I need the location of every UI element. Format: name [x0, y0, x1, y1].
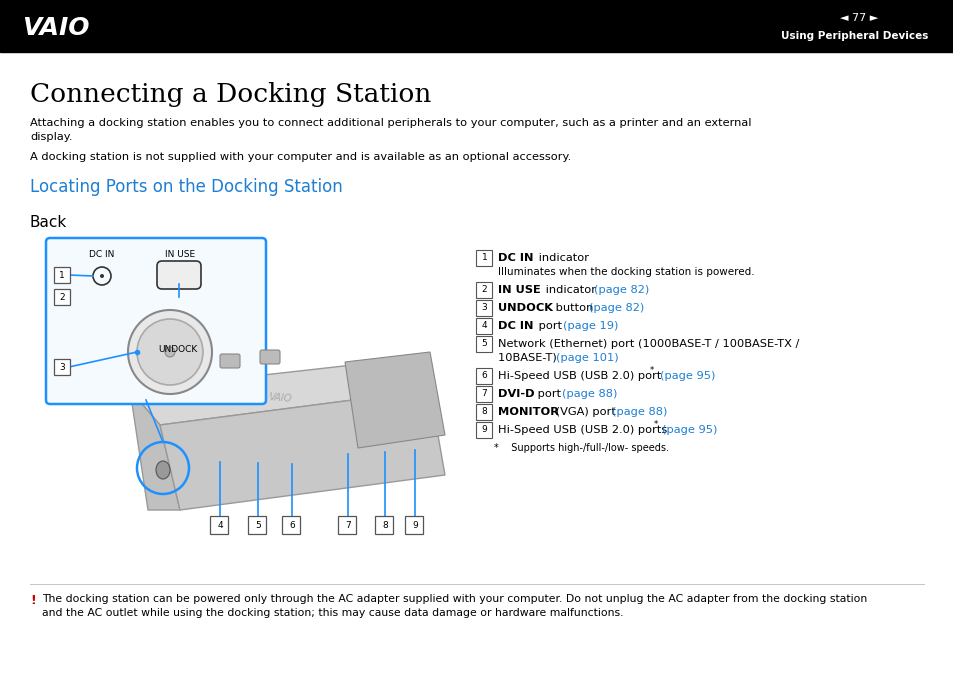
Text: button: button [552, 303, 597, 313]
FancyBboxPatch shape [54, 289, 70, 305]
FancyBboxPatch shape [248, 516, 266, 534]
FancyBboxPatch shape [220, 354, 240, 368]
Text: (page 101): (page 101) [556, 353, 618, 363]
Text: DC IN: DC IN [90, 250, 114, 259]
Text: 7: 7 [345, 520, 351, 530]
Text: (page 88): (page 88) [612, 407, 667, 417]
Text: 6: 6 [481, 371, 487, 381]
Ellipse shape [156, 461, 170, 479]
Text: ◄ 77 ►: ◄ 77 ► [839, 13, 877, 23]
Text: 3: 3 [481, 303, 487, 313]
Text: MONITOR: MONITOR [497, 407, 558, 417]
Bar [0, 0, 953, 52]
Circle shape [100, 274, 104, 278]
Text: 5: 5 [254, 520, 260, 530]
Text: 2: 2 [59, 293, 65, 301]
Text: 1: 1 [481, 253, 487, 262]
Text: UNDOCK: UNDOCK [158, 346, 197, 355]
FancyBboxPatch shape [375, 516, 393, 534]
Text: VAIO: VAIO [22, 16, 90, 40]
Text: IN USE: IN USE [497, 285, 540, 295]
Text: (page 95): (page 95) [659, 371, 715, 381]
Text: 7: 7 [481, 390, 487, 398]
Text: 8: 8 [481, 408, 487, 417]
Text: UNDOCK: UNDOCK [497, 303, 553, 313]
Text: Attaching a docking station enables you to connect additional peripherals to you: Attaching a docking station enables you … [30, 118, 751, 142]
FancyBboxPatch shape [476, 336, 492, 352]
Text: A docking station is not supplied with your computer and is available as an opti: A docking station is not supplied with y… [30, 152, 571, 162]
FancyBboxPatch shape [260, 350, 280, 364]
Text: (page 88): (page 88) [561, 389, 617, 399]
Text: Illuminates when the docking station is powered.: Illuminates when the docking station is … [497, 267, 754, 277]
Text: IN USE: IN USE [165, 250, 194, 259]
FancyBboxPatch shape [54, 267, 70, 283]
Text: 2: 2 [481, 286, 487, 295]
Text: Back: Back [30, 215, 67, 230]
Text: Using Peripheral Devices: Using Peripheral Devices [780, 31, 927, 41]
FancyBboxPatch shape [476, 299, 492, 315]
FancyBboxPatch shape [476, 249, 492, 266]
Text: 1: 1 [59, 270, 65, 280]
Circle shape [165, 347, 174, 357]
Text: indicator: indicator [541, 285, 599, 295]
Text: *: * [654, 419, 658, 429]
Text: 10BASE-T): 10BASE-T) [497, 353, 559, 363]
FancyBboxPatch shape [282, 516, 299, 534]
Text: (page 82): (page 82) [594, 285, 649, 295]
Text: 5: 5 [481, 340, 487, 348]
Text: (page 19): (page 19) [562, 321, 618, 331]
FancyBboxPatch shape [476, 421, 492, 437]
FancyBboxPatch shape [476, 282, 492, 297]
FancyBboxPatch shape [337, 516, 355, 534]
Text: Connecting a Docking Station: Connecting a Docking Station [30, 82, 431, 107]
Text: port: port [535, 321, 565, 331]
Text: Network (Ethernet) port (1000BASE-T / 100BASE-TX /: Network (Ethernet) port (1000BASE-T / 10… [497, 339, 799, 349]
FancyBboxPatch shape [210, 516, 228, 534]
Polygon shape [160, 390, 444, 510]
Text: 9: 9 [481, 425, 487, 435]
Text: indicator: indicator [535, 253, 588, 263]
FancyBboxPatch shape [476, 404, 492, 419]
Text: (page 82): (page 82) [588, 303, 643, 313]
Text: The docking station can be powered only through the AC adapter supplied with you: The docking station can be powered only … [42, 594, 866, 619]
Circle shape [137, 319, 203, 385]
FancyBboxPatch shape [157, 261, 201, 289]
Text: 4: 4 [217, 520, 223, 530]
Text: DC IN: DC IN [497, 321, 533, 331]
FancyBboxPatch shape [476, 386, 492, 402]
FancyBboxPatch shape [476, 367, 492, 384]
Text: 3: 3 [59, 363, 65, 371]
Text: Hi-Speed USB (USB 2.0) ports: Hi-Speed USB (USB 2.0) ports [497, 425, 666, 435]
Polygon shape [130, 390, 180, 510]
Text: *    Supports high-/full-/low- speeds.: * Supports high-/full-/low- speeds. [494, 443, 668, 453]
FancyBboxPatch shape [46, 238, 266, 404]
Text: 4: 4 [481, 321, 487, 330]
Polygon shape [345, 352, 444, 448]
Text: 9: 9 [412, 520, 417, 530]
Text: 6: 6 [289, 520, 294, 530]
Text: (VGA) port: (VGA) port [552, 407, 618, 417]
Text: Hi-Speed USB (USB 2.0) port: Hi-Speed USB (USB 2.0) port [497, 371, 660, 381]
Text: port: port [534, 389, 564, 399]
Text: DVI-D: DVI-D [497, 389, 534, 399]
Polygon shape [130, 358, 430, 425]
FancyBboxPatch shape [54, 359, 70, 375]
Text: !: ! [30, 594, 35, 607]
Circle shape [128, 310, 212, 394]
Text: (page 95): (page 95) [661, 425, 717, 435]
Text: Locating Ports on the Docking Station: Locating Ports on the Docking Station [30, 178, 342, 196]
Text: 8: 8 [382, 520, 388, 530]
Text: DC IN: DC IN [497, 253, 533, 263]
Text: VAIO: VAIO [268, 392, 292, 404]
Text: *: * [649, 365, 654, 375]
FancyBboxPatch shape [476, 317, 492, 334]
FancyBboxPatch shape [405, 516, 422, 534]
